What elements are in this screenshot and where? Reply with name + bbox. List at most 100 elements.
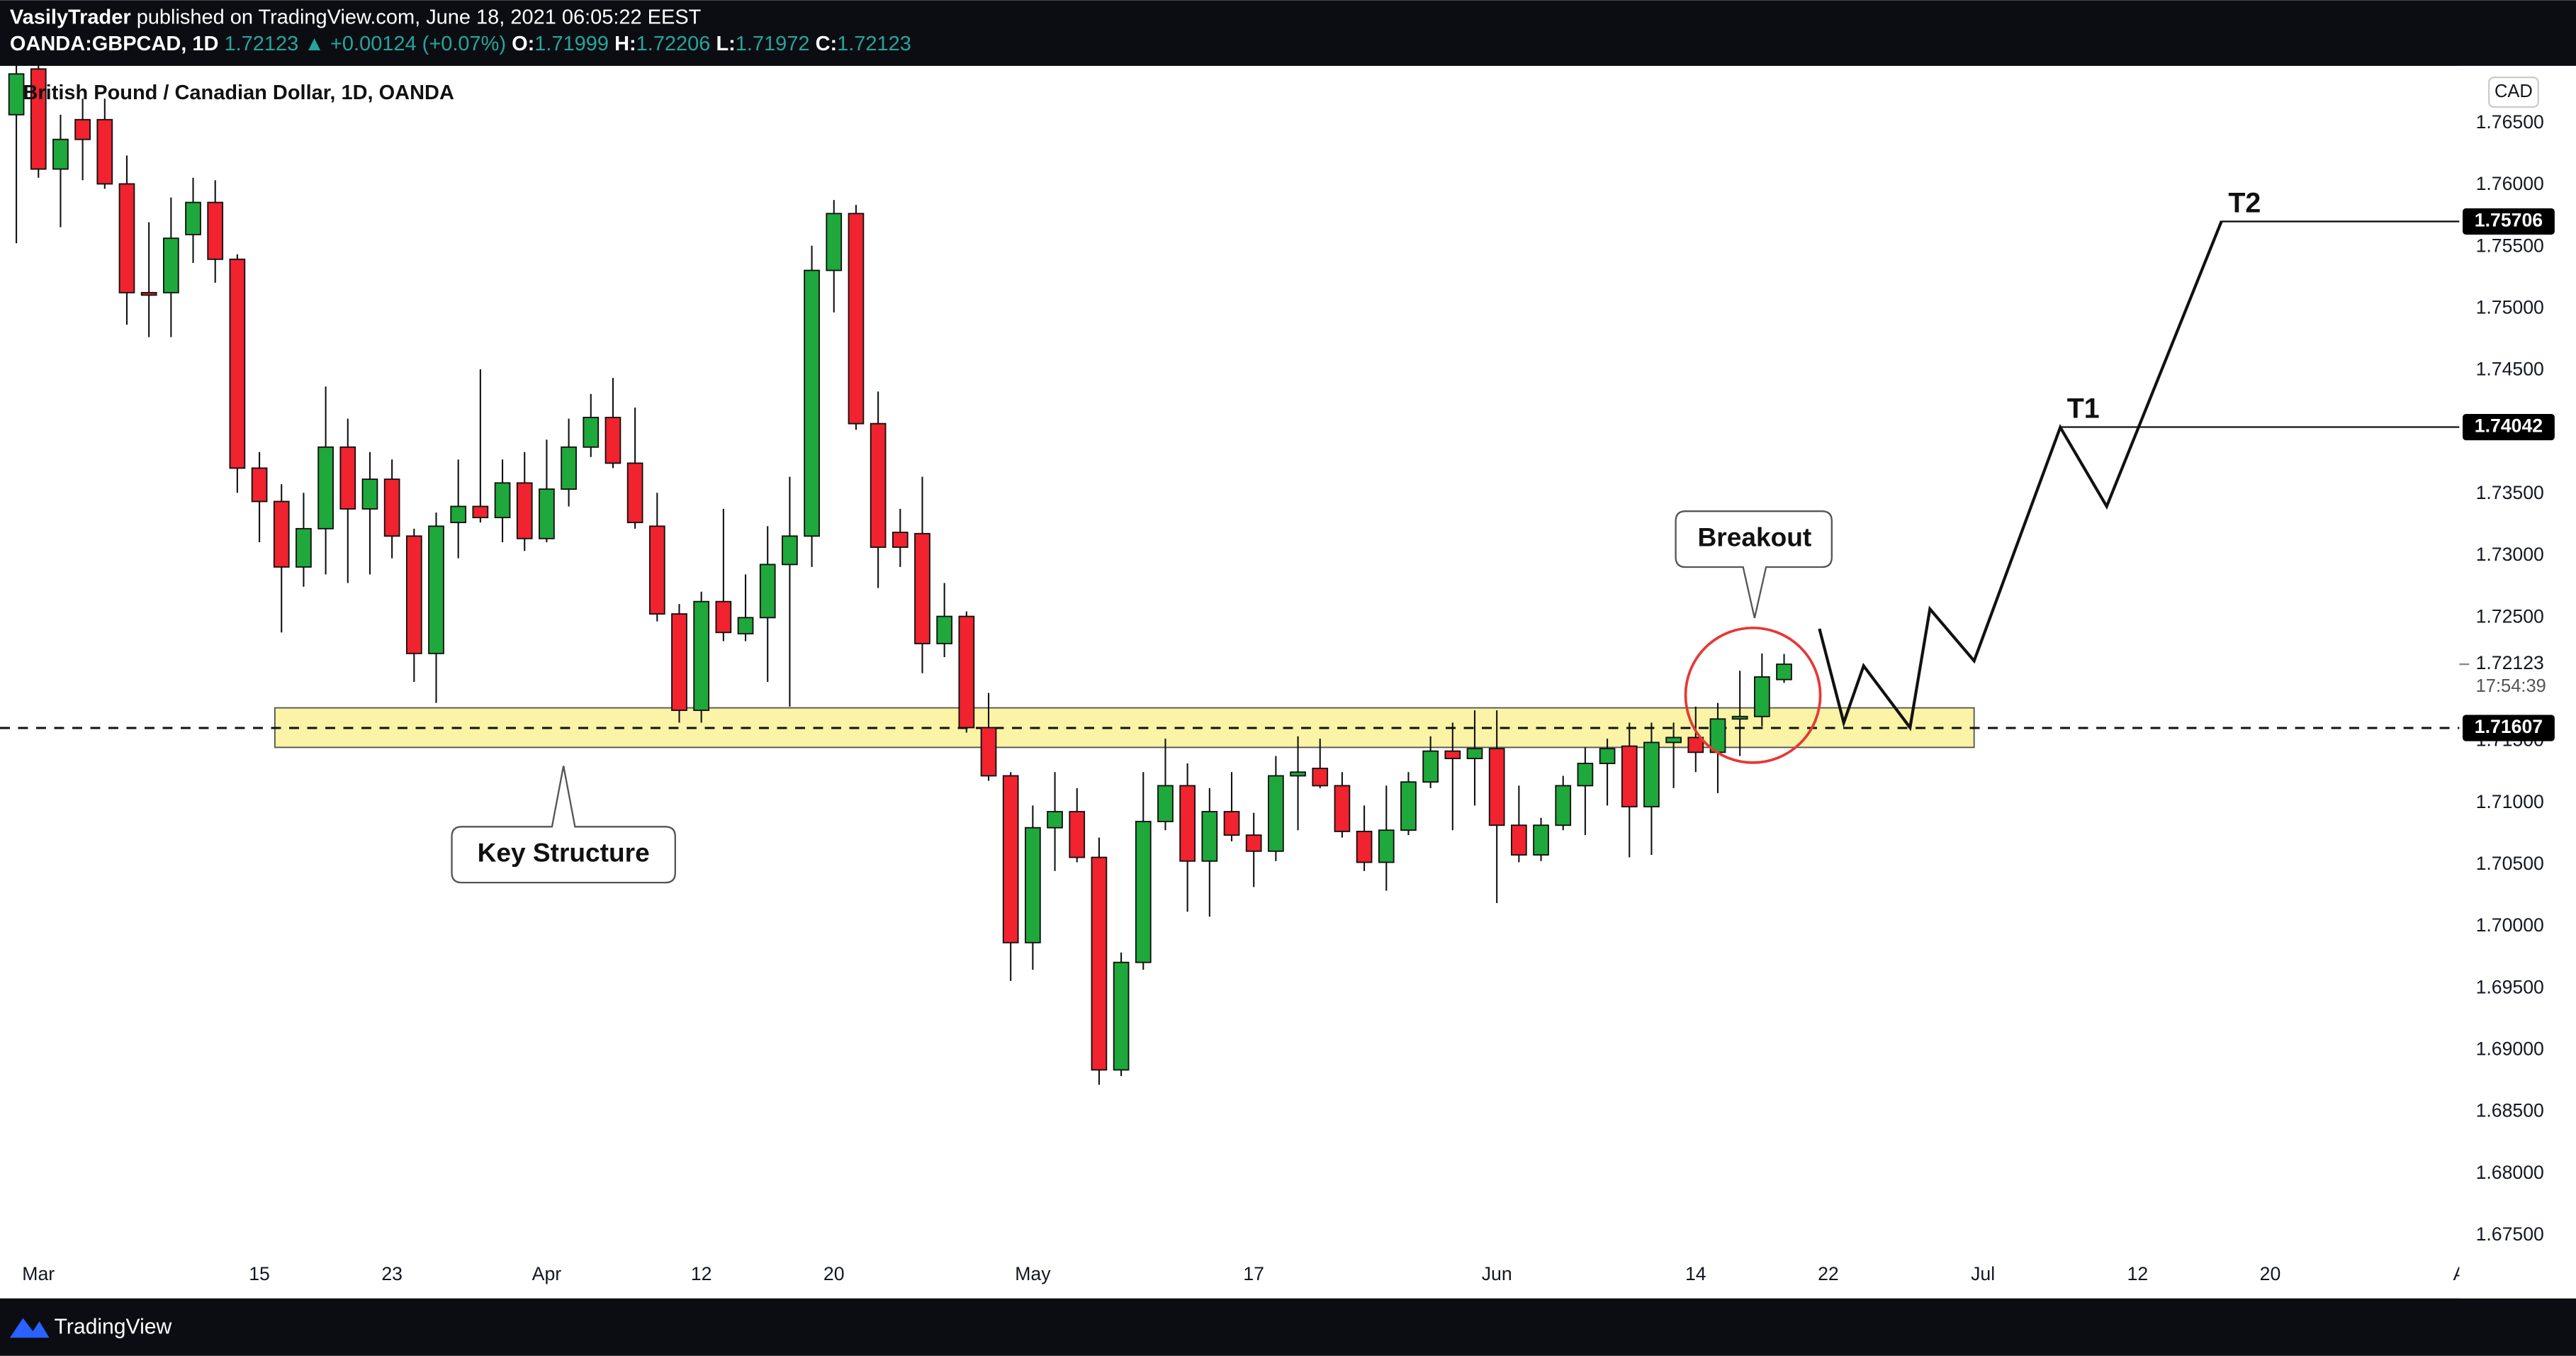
y-tick-label: 1.73500 — [2476, 482, 2544, 503]
annotation: Key Structure — [478, 838, 650, 868]
candle-body — [1577, 763, 1594, 787]
y-tick-label: 1.67500 — [2476, 1223, 2544, 1245]
y-tick-label: 1.73000 — [2476, 544, 2544, 565]
x-tick-label: 22 — [1818, 1263, 1839, 1284]
candle-body — [1753, 676, 1770, 717]
x-tick-label: 20 — [2260, 1263, 2281, 1284]
x-tick-label: Mar — [22, 1263, 55, 1284]
l-value: 1.71972 — [736, 32, 810, 55]
candle-body — [1510, 824, 1527, 856]
candle-body — [472, 505, 489, 519]
candle-body — [1069, 811, 1086, 858]
y-tick-label: 1.75000 — [2476, 297, 2544, 318]
candle-body — [1201, 811, 1218, 862]
candle-body — [936, 615, 953, 644]
candle-body — [1002, 775, 1019, 943]
candle-body — [1621, 745, 1638, 807]
candle-body — [229, 258, 246, 469]
candle-body — [1400, 781, 1417, 831]
target-label: T2 — [2228, 188, 2261, 219]
logo — [9, 1318, 50, 1338]
candle-body — [207, 201, 224, 260]
candle-body — [273, 500, 290, 568]
countdown: 17:54:39 — [2476, 676, 2546, 696]
candle-body — [52, 138, 69, 170]
y-tick-label: 1.71000 — [2476, 791, 2544, 812]
candle-body — [1466, 748, 1483, 760]
candle-body — [140, 291, 157, 296]
x-tick-label: 17 — [1243, 1263, 1264, 1284]
header-line-1: VasilyTrader published on TradingView.co… — [10, 6, 702, 28]
annotation: Breakout — [1698, 522, 1812, 551]
candle-body — [848, 213, 865, 425]
candle-body — [693, 600, 710, 712]
x-tick-label: 14 — [1685, 1263, 1706, 1284]
x-tick-label: Jun — [1482, 1263, 1512, 1284]
candle-body — [826, 213, 843, 271]
candle-body — [1356, 831, 1373, 863]
candle-body — [1245, 834, 1262, 852]
y-tick-label: 1.72500 — [2476, 605, 2544, 627]
candle-body — [604, 416, 621, 464]
target-label: T1 — [2067, 393, 2100, 425]
candle-body — [450, 505, 467, 524]
breakout-circle — [1684, 626, 1822, 764]
y-tick-label: 1.68500 — [2476, 1100, 2544, 1121]
candle-body — [870, 422, 887, 548]
candle-body — [583, 416, 600, 448]
last: 1.72123 — [225, 32, 299, 55]
candle-body — [361, 478, 378, 510]
x-tick-label: 12 — [2127, 1263, 2149, 1284]
y-tick-label: 1.75500 — [2476, 235, 2544, 256]
price-axis — [2459, 65, 2576, 1299]
price-tag — [2463, 413, 2555, 441]
candle-body — [626, 462, 643, 524]
y-tick-label: 1.69500 — [2476, 976, 2544, 997]
projection-path — [1818, 220, 2223, 732]
candle-body — [1665, 736, 1682, 744]
candle-body — [1731, 715, 1748, 720]
price-tag-label: 1.74042 — [2475, 415, 2543, 437]
candle-body — [118, 183, 135, 293]
candle-body — [1290, 771, 1306, 777]
author: VasilyTrader — [10, 6, 131, 28]
candle-body — [671, 613, 687, 712]
y-tick-label: 1.76000 — [2476, 173, 2544, 194]
y-tick-label: 1.69000 — [2476, 1038, 2544, 1060]
candle-body — [296, 527, 312, 568]
candle-body — [1223, 811, 1240, 836]
candle-body — [8, 73, 25, 116]
h-value: 1.72206 — [636, 32, 711, 55]
y-tick-label: 1.76500 — [2476, 111, 2544, 133]
candle-body — [251, 467, 268, 503]
candle-body — [958, 615, 975, 729]
candle-body — [162, 237, 179, 293]
candle-body — [1533, 824, 1549, 856]
candle-body — [1643, 741, 1660, 807]
x-tick-label: 23 — [381, 1263, 403, 1284]
candle-body — [914, 532, 930, 644]
candle-body — [405, 535, 422, 654]
symbol: OANDA:GBPCAD, 1D — [10, 32, 219, 55]
x-tick-label: 15 — [249, 1263, 270, 1284]
change: ▲ +0.00124 (+0.07%) — [304, 32, 506, 55]
footer-brand: TradingView — [55, 1315, 172, 1338]
candle-body — [317, 446, 334, 529]
l-label: L: — [716, 32, 735, 55]
currency: CAD — [2495, 82, 2533, 101]
candle-body — [1135, 821, 1152, 963]
x-tick-label: 12 — [691, 1263, 712, 1284]
callout-breakout — [1675, 510, 1833, 619]
candle-body — [1378, 829, 1395, 863]
candle-body — [1179, 785, 1196, 862]
c-label: C: — [816, 32, 838, 55]
candle-body — [1047, 811, 1063, 829]
candle-body — [1091, 856, 1108, 1071]
candle-body — [1599, 748, 1616, 764]
candle-body — [428, 525, 444, 654]
last-price: 1.72123 — [2476, 652, 2544, 673]
price-tag-label: 1.75706 — [2475, 209, 2543, 230]
y-tick-label: 1.74500 — [2476, 359, 2544, 380]
candle-body — [1444, 750, 1461, 760]
